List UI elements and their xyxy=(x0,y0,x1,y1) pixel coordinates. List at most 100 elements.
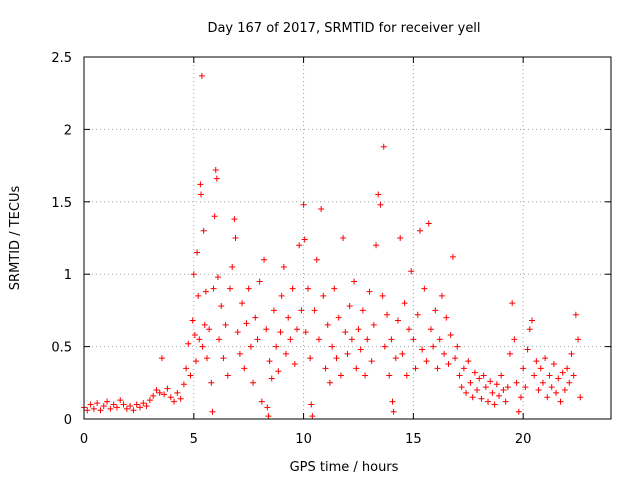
data-point xyxy=(189,317,196,324)
data-point xyxy=(430,343,437,350)
data-point xyxy=(320,292,327,299)
data-point xyxy=(362,372,369,379)
data-point xyxy=(100,402,107,409)
data-point xyxy=(568,350,575,357)
data-point xyxy=(164,385,171,392)
data-point xyxy=(273,343,280,350)
data-point xyxy=(196,336,203,343)
data-point xyxy=(504,384,511,391)
data-point xyxy=(180,381,187,388)
data-point xyxy=(216,336,223,343)
y-tick-label: 0.5 xyxy=(51,341,72,356)
data-point xyxy=(491,401,498,408)
data-point xyxy=(150,392,157,399)
data-point xyxy=(335,314,342,321)
data-point xyxy=(123,405,130,412)
data-point xyxy=(467,379,474,386)
data-point xyxy=(87,401,94,408)
data-point xyxy=(183,365,190,372)
data-point xyxy=(311,307,318,314)
data-point xyxy=(236,350,243,357)
data-point xyxy=(192,358,199,365)
data-point xyxy=(445,360,452,367)
data-point xyxy=(399,350,406,357)
data-point xyxy=(263,326,270,333)
data-point xyxy=(544,394,551,401)
data-point xyxy=(482,384,489,391)
y-tick-label: 1 xyxy=(64,268,72,283)
data-point xyxy=(94,400,101,407)
data-point xyxy=(564,365,571,372)
data-point xyxy=(447,332,454,339)
data-point xyxy=(575,336,582,343)
data-point xyxy=(329,343,336,350)
data-point xyxy=(366,288,373,295)
data-point xyxy=(531,372,538,379)
data-point xyxy=(449,253,456,260)
data-point xyxy=(557,398,564,405)
data-point xyxy=(485,398,492,405)
data-point xyxy=(511,336,518,343)
data-point xyxy=(326,379,333,386)
data-point xyxy=(401,300,408,307)
data-point xyxy=(423,358,430,365)
data-point xyxy=(266,358,273,365)
data-point xyxy=(478,395,485,402)
data-point xyxy=(241,365,248,372)
data-point xyxy=(324,321,331,328)
data-point xyxy=(380,143,387,150)
data-point xyxy=(264,404,271,411)
data-point xyxy=(268,375,275,382)
data-point xyxy=(224,372,231,379)
data-point xyxy=(252,314,259,321)
data-point xyxy=(291,360,298,367)
data-point xyxy=(351,278,358,285)
data-point xyxy=(546,372,553,379)
x-tick-label: 0 xyxy=(80,432,88,447)
data-point xyxy=(414,311,421,318)
data-point xyxy=(416,227,423,234)
data-point xyxy=(463,389,470,396)
data-point xyxy=(146,397,153,404)
data-point xyxy=(542,355,549,362)
data-point xyxy=(250,379,257,386)
data-point xyxy=(454,343,461,350)
data-point xyxy=(474,387,481,394)
data-point xyxy=(285,314,292,321)
data-point xyxy=(278,292,285,299)
data-point xyxy=(389,398,396,405)
data-point xyxy=(493,381,500,388)
data-point xyxy=(258,398,265,405)
data-point xyxy=(500,387,507,394)
data-point xyxy=(476,375,483,382)
data-point xyxy=(261,256,268,263)
data-point xyxy=(256,278,263,285)
data-point xyxy=(140,400,147,407)
data-point xyxy=(364,336,371,343)
data-point xyxy=(432,307,439,314)
data-point xyxy=(533,358,540,365)
data-point xyxy=(405,326,412,333)
data-point xyxy=(191,332,198,339)
data-point xyxy=(293,326,300,333)
data-point xyxy=(377,201,384,208)
data-point xyxy=(194,249,201,256)
x-axis-label: GPS time / hours xyxy=(290,460,399,475)
data-point xyxy=(502,398,509,405)
data-point xyxy=(487,378,494,385)
data-point xyxy=(208,379,215,386)
data-point xyxy=(197,181,204,188)
data-point xyxy=(384,311,391,318)
y-tick-label: 2.5 xyxy=(51,51,72,66)
data-point xyxy=(438,292,445,299)
data-point xyxy=(289,285,296,292)
data-point xyxy=(559,369,566,376)
data-point xyxy=(375,191,382,198)
data-point xyxy=(167,394,174,401)
data-point xyxy=(143,402,150,409)
data-point xyxy=(113,404,120,411)
data-point xyxy=(419,346,426,353)
data-point xyxy=(410,336,417,343)
data-point xyxy=(395,317,402,324)
